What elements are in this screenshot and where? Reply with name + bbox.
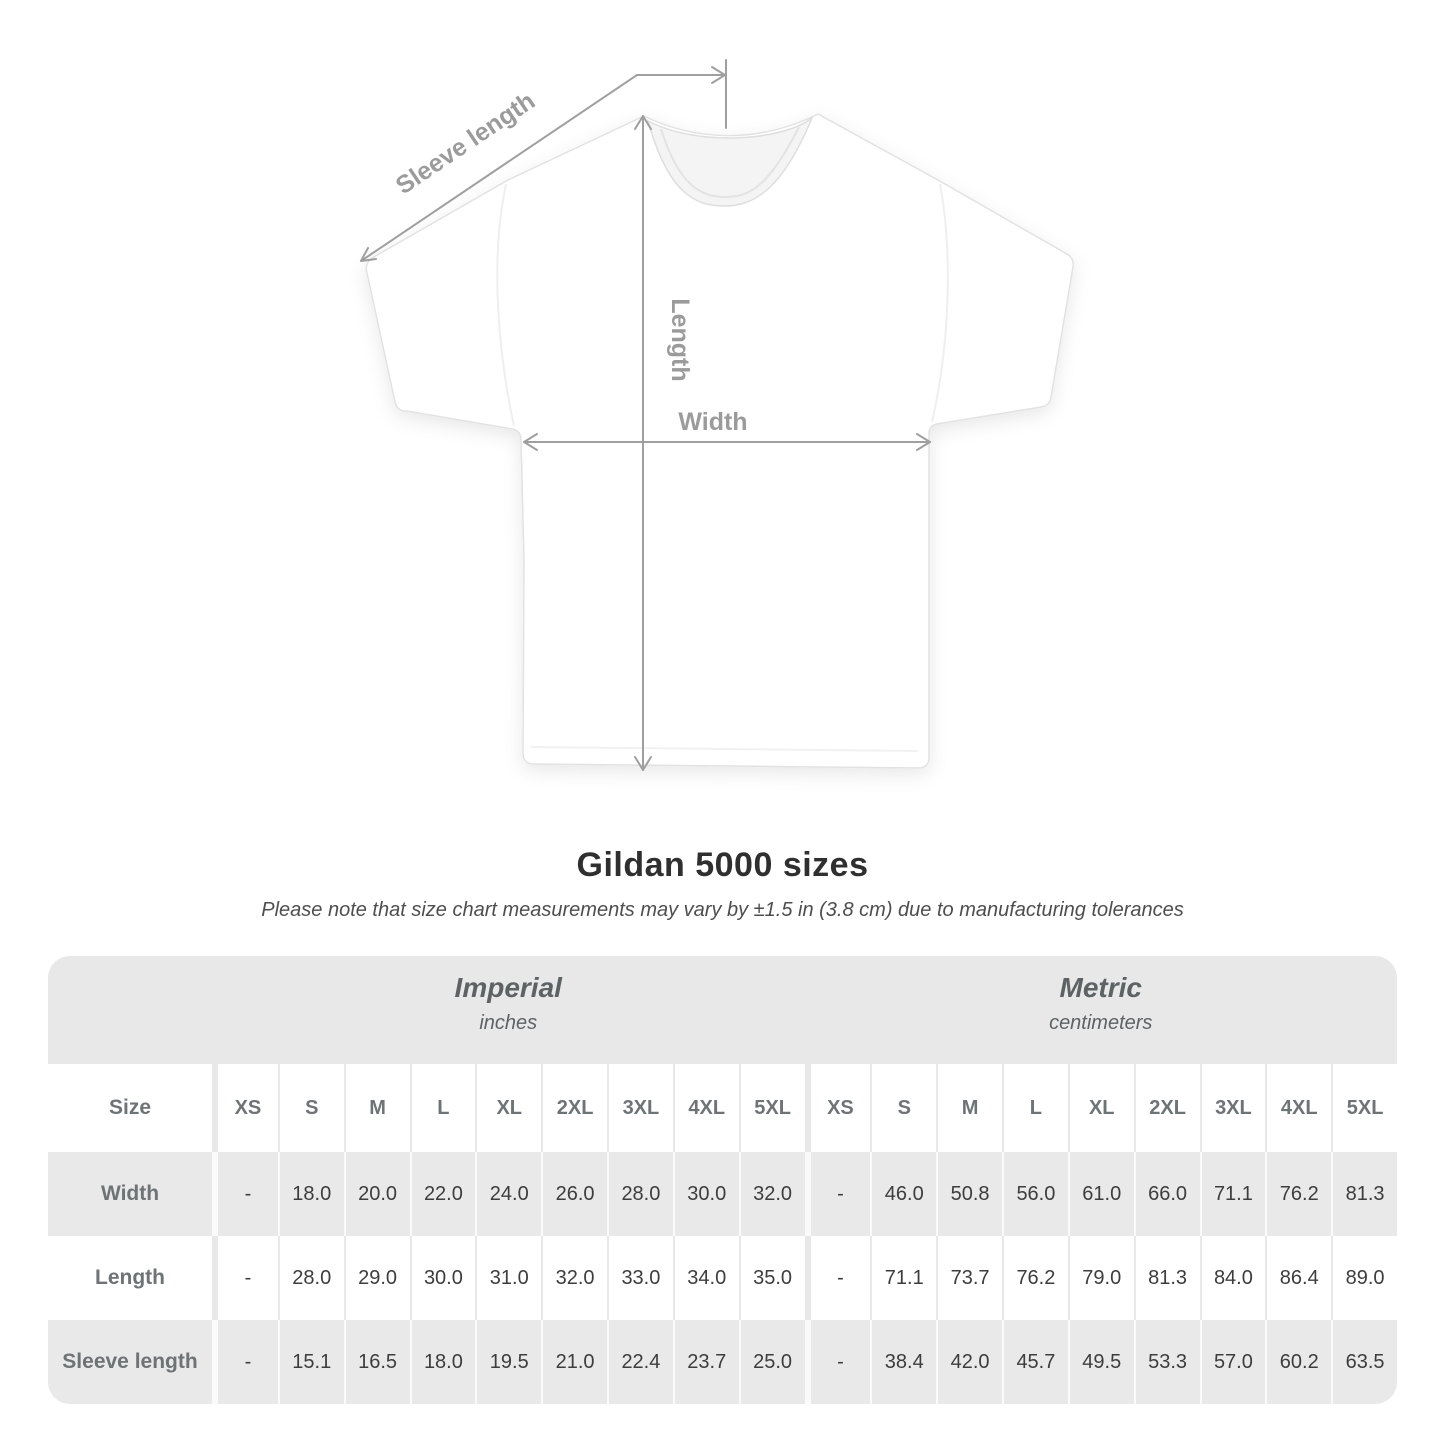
width-label: Width <box>678 408 747 436</box>
imperial-size-header: 2XL <box>541 1064 607 1152</box>
size-table: Imperial inches Metric centimeters Size X… <box>48 956 1397 1404</box>
width-arrow <box>523 433 931 451</box>
row-label: Length <box>95 1266 165 1289</box>
imperial-size-header: 5XL <box>738 1064 805 1152</box>
metric-value: 66.0 <box>1133 1152 1200 1236</box>
imperial-value: 35.0 <box>738 1236 805 1320</box>
imperial-value: 30.0 <box>409 1236 476 1320</box>
imperial-value: 22.0 <box>409 1152 476 1236</box>
metric-size-header: XS <box>804 1064 871 1152</box>
metric-size-header: M <box>936 1064 1002 1152</box>
metric-value: 81.3 <box>1331 1152 1397 1236</box>
metric-value: 46.0 <box>870 1152 936 1236</box>
size-header-row: Size XS S M L XL 2XL 3XL 4XL 5XL XS S M L XL 2XL 3XL 4XL 5… <box>48 1064 1397 1152</box>
metric-size-header: 2XL <box>1133 1064 1200 1152</box>
row-label: Sleeve length <box>62 1350 198 1373</box>
metric-value: 57.0 <box>1199 1320 1266 1404</box>
imperial-value: 16.5 <box>343 1320 410 1404</box>
table-row: Width -18.0 20.0 22.0 24.0 26.0 28.0 30.0 32.0-4… <box>48 1152 1397 1236</box>
metric-value: 49.5 <box>1067 1320 1134 1404</box>
imperial-value: 19.5 <box>475 1320 541 1404</box>
imperial-value: 18.0 <box>277 1152 344 1236</box>
metric-value: 89.0 <box>1331 1236 1397 1320</box>
size-col-header: Size <box>108 1096 152 1119</box>
metric-value: 42.0 <box>936 1320 1002 1404</box>
metric-value: 60.2 <box>1265 1320 1331 1404</box>
imperial-size-header: 4XL <box>672 1064 739 1152</box>
imperial-value: 22.4 <box>607 1320 673 1404</box>
sleeve-length-arrow <box>360 59 727 262</box>
imperial-size-header: XS <box>212 1064 278 1152</box>
metric-value: - <box>804 1236 871 1320</box>
metric-value: 86.4 <box>1265 1236 1331 1320</box>
metric-value: 38.4 <box>870 1320 936 1404</box>
tshirt-diagram-svg: Sleeve length Length Width <box>360 59 1074 771</box>
imperial-value: - <box>212 1152 278 1236</box>
metric-value: - <box>804 1152 871 1236</box>
metric-title: Metric <box>1059 972 1142 1003</box>
metric-value: 71.1 <box>870 1236 936 1320</box>
imperial-value: 30.0 <box>672 1152 739 1236</box>
imperial-value: 34.0 <box>672 1236 739 1320</box>
length-label: Length <box>666 298 694 381</box>
tshirt-figure: Sleeve length Length Width <box>360 59 1074 771</box>
imperial-value: - <box>212 1320 278 1404</box>
metric-value: - <box>804 1320 871 1404</box>
imperial-value: 32.0 <box>738 1152 805 1236</box>
imperial-value: 31.0 <box>475 1236 541 1320</box>
metric-value: 56.0 <box>1002 1152 1068 1236</box>
metric-value: 73.7 <box>936 1236 1002 1320</box>
imperial-size-header: 3XL <box>607 1064 673 1152</box>
imperial-value: 28.0 <box>277 1236 344 1320</box>
metric-unit: centimeters <box>1049 1012 1153 1034</box>
metric-value: 81.3 <box>1133 1236 1200 1320</box>
metric-size-header: L <box>1002 1064 1068 1152</box>
imperial-value: 24.0 <box>475 1152 541 1236</box>
imperial-value: 29.0 <box>343 1236 410 1320</box>
metric-value: 45.7 <box>1002 1320 1068 1404</box>
metric-size-header: XL <box>1067 1064 1134 1152</box>
size-table-rows: Size XS S M L XL 2XL 3XL 4XL 5XL XS S M L XL 2XL 3XL 4XL 5… <box>48 1064 1397 1404</box>
metric-section-header: Metric centimeters <box>805 956 1398 1064</box>
imperial-value: 23.7 <box>672 1320 739 1404</box>
imperial-value: 26.0 <box>541 1152 607 1236</box>
page-subtitle: Please note that size chart measurements… <box>261 899 1184 921</box>
imperial-title: Imperial <box>454 972 562 1003</box>
imperial-value: 25.0 <box>738 1320 805 1404</box>
imperial-value: 18.0 <box>409 1320 476 1404</box>
imperial-value: - <box>212 1236 278 1320</box>
table-header-band: Imperial inches Metric centimeters <box>48 956 1397 1064</box>
imperial-value: 33.0 <box>607 1236 673 1320</box>
table-row: Sleeve length -15.1 16.5 18.0 19.5 21.0 22.4 23… <box>48 1320 1397 1404</box>
imperial-value: 28.0 <box>607 1152 673 1236</box>
metric-size-header: S <box>870 1064 936 1152</box>
imperial-size-header: L <box>409 1064 476 1152</box>
imperial-value: 32.0 <box>541 1236 607 1320</box>
imperial-size-header: XL <box>475 1064 541 1152</box>
metric-value: 71.1 <box>1199 1152 1266 1236</box>
imperial-size-header: M <box>343 1064 410 1152</box>
imperial-value: 21.0 <box>541 1320 607 1404</box>
metric-value: 50.8 <box>936 1152 1002 1236</box>
metric-value: 63.5 <box>1331 1320 1397 1404</box>
metric-size-header: 4XL <box>1265 1064 1331 1152</box>
metric-value: 76.2 <box>1265 1152 1331 1236</box>
metric-size-header: 3XL <box>1199 1064 1266 1152</box>
metric-value: 76.2 <box>1002 1236 1068 1320</box>
imperial-unit: inches <box>479 1012 538 1034</box>
page-title: Gildan 5000 sizes <box>576 846 869 884</box>
metric-value: 53.3 <box>1133 1320 1200 1404</box>
imperial-section-header: Imperial inches <box>212 956 805 1064</box>
metric-value: 61.0 <box>1067 1152 1134 1236</box>
imperial-value: 20.0 <box>343 1152 410 1236</box>
imperial-size-header: S <box>277 1064 344 1152</box>
metric-value: 79.0 <box>1067 1236 1134 1320</box>
imperial-value: 15.1 <box>277 1320 344 1404</box>
table-row: Length -28.0 29.0 30.0 31.0 32.0 33.0 34.0 35.0-… <box>48 1236 1397 1320</box>
metric-size-header: 5XL <box>1331 1064 1397 1152</box>
metric-value: 84.0 <box>1199 1236 1266 1320</box>
collar-shape <box>646 115 814 207</box>
row-label: Width <box>100 1182 160 1205</box>
